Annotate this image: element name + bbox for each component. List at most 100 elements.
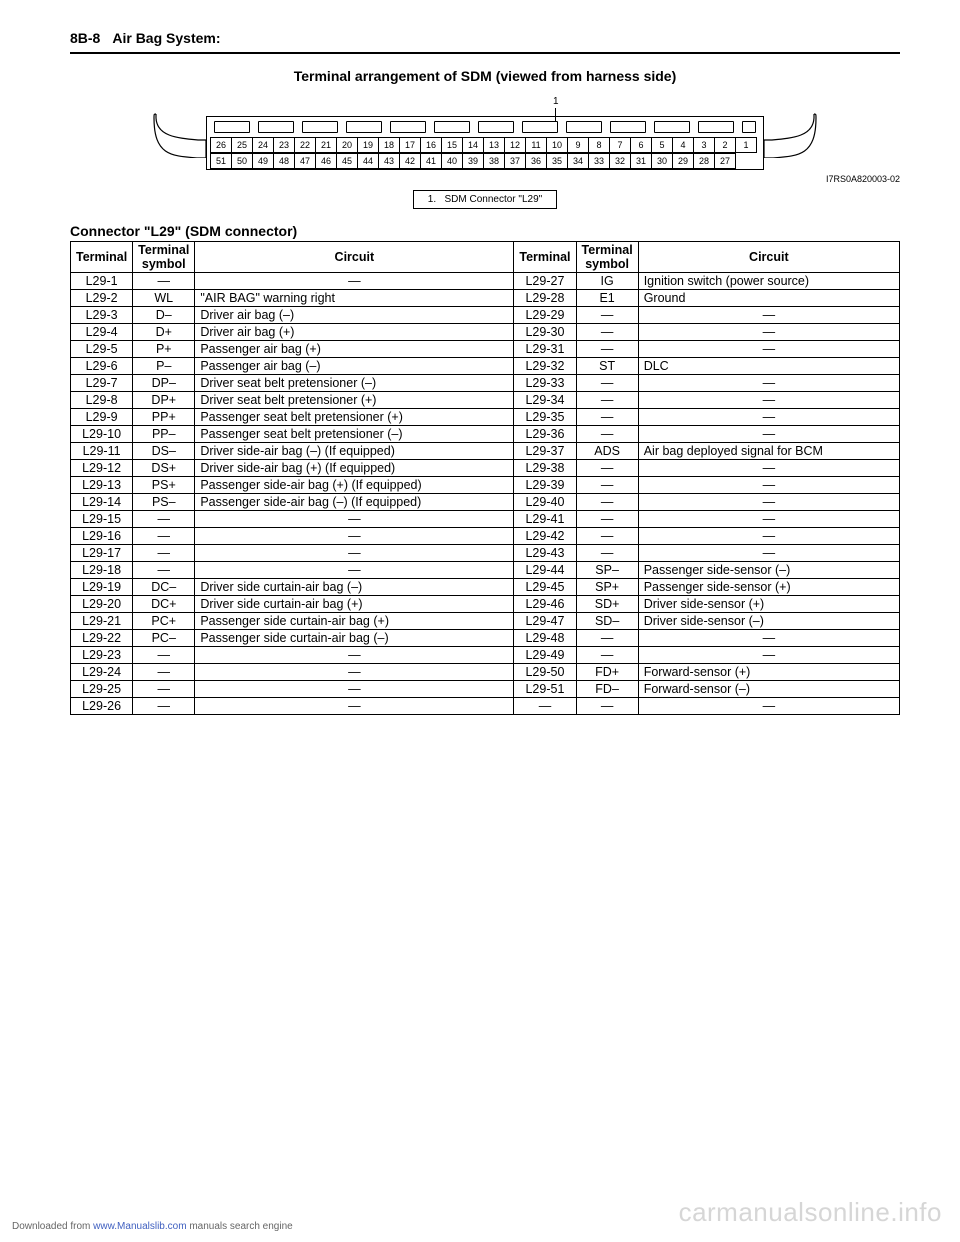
table-cell: L29-7 — [71, 375, 133, 392]
table-cell: L29-21 — [71, 613, 133, 630]
pin-number: 36 — [525, 153, 547, 169]
footer-link[interactable]: www.Manualslib.com — [93, 1221, 186, 1232]
table-cell: Passenger side-sensor (+) — [638, 579, 899, 596]
table-cell: D+ — [133, 324, 195, 341]
pin-number: 23 — [273, 137, 295, 153]
page-number: 8B-8 — [70, 30, 100, 46]
pin-number: 42 — [399, 153, 421, 169]
table-cell: L29-20 — [71, 596, 133, 613]
th-symbol-2: Terminal symbol — [576, 242, 638, 273]
legend-box: 1. SDM Connector "L29" — [413, 190, 557, 209]
table-cell: L29-50 — [514, 664, 576, 681]
table-cell: L29-8 — [71, 392, 133, 409]
table-cell: L29-18 — [71, 562, 133, 579]
pin-number: 3 — [693, 137, 715, 153]
pin-number: 46 — [315, 153, 337, 169]
table-cell: L29-41 — [514, 511, 576, 528]
pin-number: 40 — [441, 153, 463, 169]
table-row: L29-2WL"AIR BAG" warning rightL29-28E1Gr… — [71, 290, 900, 307]
table-cell: — — [133, 647, 195, 664]
table-cell: PS– — [133, 494, 195, 511]
table-cell: "AIR BAG" warning right — [195, 290, 514, 307]
table-cell: L29-9 — [71, 409, 133, 426]
pin-number: 50 — [231, 153, 253, 169]
pin-number: 4 — [672, 137, 694, 153]
table-cell: — — [638, 341, 899, 358]
slot — [214, 121, 250, 133]
table-row: L29-6P–Passenger air bag (–)L29-32STDLC — [71, 358, 900, 375]
table-row: L29-13PS+Passenger side-air bag (+) (If … — [71, 477, 900, 494]
legend-text: SDM Connector "L29" — [444, 194, 542, 205]
table-cell: — — [638, 698, 899, 715]
slot — [434, 121, 470, 133]
table-cell: — — [133, 545, 195, 562]
table-cell: L29-16 — [71, 528, 133, 545]
table-cell: — — [638, 630, 899, 647]
table-cell: — — [638, 426, 899, 443]
table-row: L29-22PC–Passenger side curtain-air bag … — [71, 630, 900, 647]
figure-title: Terminal arrangement of SDM (viewed from… — [70, 68, 900, 84]
pin-number: 19 — [357, 137, 379, 153]
table-cell: — — [576, 477, 638, 494]
pin-number: 11 — [525, 137, 547, 153]
table-cell: L29-23 — [71, 647, 133, 664]
table-row: L29-25——L29-51FD–Forward-sensor (–) — [71, 681, 900, 698]
table-cell: L29-30 — [514, 324, 576, 341]
table-cell: — — [576, 630, 638, 647]
table-cell: DLC — [638, 358, 899, 375]
table-cell: L29-27 — [514, 273, 576, 290]
pin-number: 32 — [609, 153, 631, 169]
table-cell: ADS — [576, 443, 638, 460]
slot-row — [210, 121, 760, 137]
table-row: L29-1——L29-27IGIgnition switch (power so… — [71, 273, 900, 290]
footer-prefix: Downloaded from — [12, 1221, 93, 1232]
slot — [390, 121, 426, 133]
table-cell: — — [195, 273, 514, 290]
table-cell: SP+ — [576, 579, 638, 596]
table-cell: FD+ — [576, 664, 638, 681]
table-row: L29-24——L29-50FD+Forward-sensor (+) — [71, 664, 900, 681]
table-cell: Passenger seat belt pretensioner (–) — [195, 426, 514, 443]
table-cell: — — [133, 698, 195, 715]
table-cell: L29-51 — [514, 681, 576, 698]
table-cell: L29-43 — [514, 545, 576, 562]
table-cell: — — [638, 511, 899, 528]
table-row: L29-7DP–Driver seat belt pretensioner (–… — [71, 375, 900, 392]
th-terminal-1: Terminal — [71, 242, 133, 273]
table-cell: L29-32 — [514, 358, 576, 375]
pin-number: 35 — [546, 153, 568, 169]
table-cell: — — [576, 698, 638, 715]
pin-number: 48 — [273, 153, 295, 169]
table-row: L29-23——L29-49—— — [71, 647, 900, 664]
table-cell: L29-36 — [514, 426, 576, 443]
table-cell: — — [133, 528, 195, 545]
pin-number: 20 — [336, 137, 358, 153]
table-cell: Ignition switch (power source) — [638, 273, 899, 290]
table-cell: Passenger side-air bag (–) (If equipped) — [195, 494, 514, 511]
slot — [566, 121, 602, 133]
table-row: L29-11DS–Driver side-air bag (–) (If equ… — [71, 443, 900, 460]
pin-number: 25 — [231, 137, 253, 153]
callout-label: 1 — [553, 96, 559, 107]
table-cell: — — [638, 545, 899, 562]
table-cell: L29-1 — [71, 273, 133, 290]
slot — [478, 121, 514, 133]
table-cell: L29-25 — [71, 681, 133, 698]
pin-number: 51 — [210, 153, 232, 169]
table-cell: L29-2 — [71, 290, 133, 307]
table-row: L29-14PS–Passenger side-air bag (–) (If … — [71, 494, 900, 511]
footer-suffix: manuals search engine — [189, 1221, 292, 1232]
pin-number: 5 — [651, 137, 673, 153]
table-cell: L29-33 — [514, 375, 576, 392]
pin-number: 41 — [420, 153, 442, 169]
table-row: L29-21PC+Passenger side curtain-air bag … — [71, 613, 900, 630]
table-cell: — — [576, 528, 638, 545]
pin-number: 45 — [336, 153, 358, 169]
pinout-table: Terminal Terminal symbol Circuit Termina… — [70, 241, 900, 715]
table-cell: L29-37 — [514, 443, 576, 460]
table-cell: — — [638, 460, 899, 477]
table-cell: D– — [133, 307, 195, 324]
pin-row-top: 2625242322212019181716151413121110987654… — [210, 137, 760, 153]
table-row: L29-12DS+Driver side-air bag (+) (If equ… — [71, 460, 900, 477]
table-cell: — — [133, 681, 195, 698]
